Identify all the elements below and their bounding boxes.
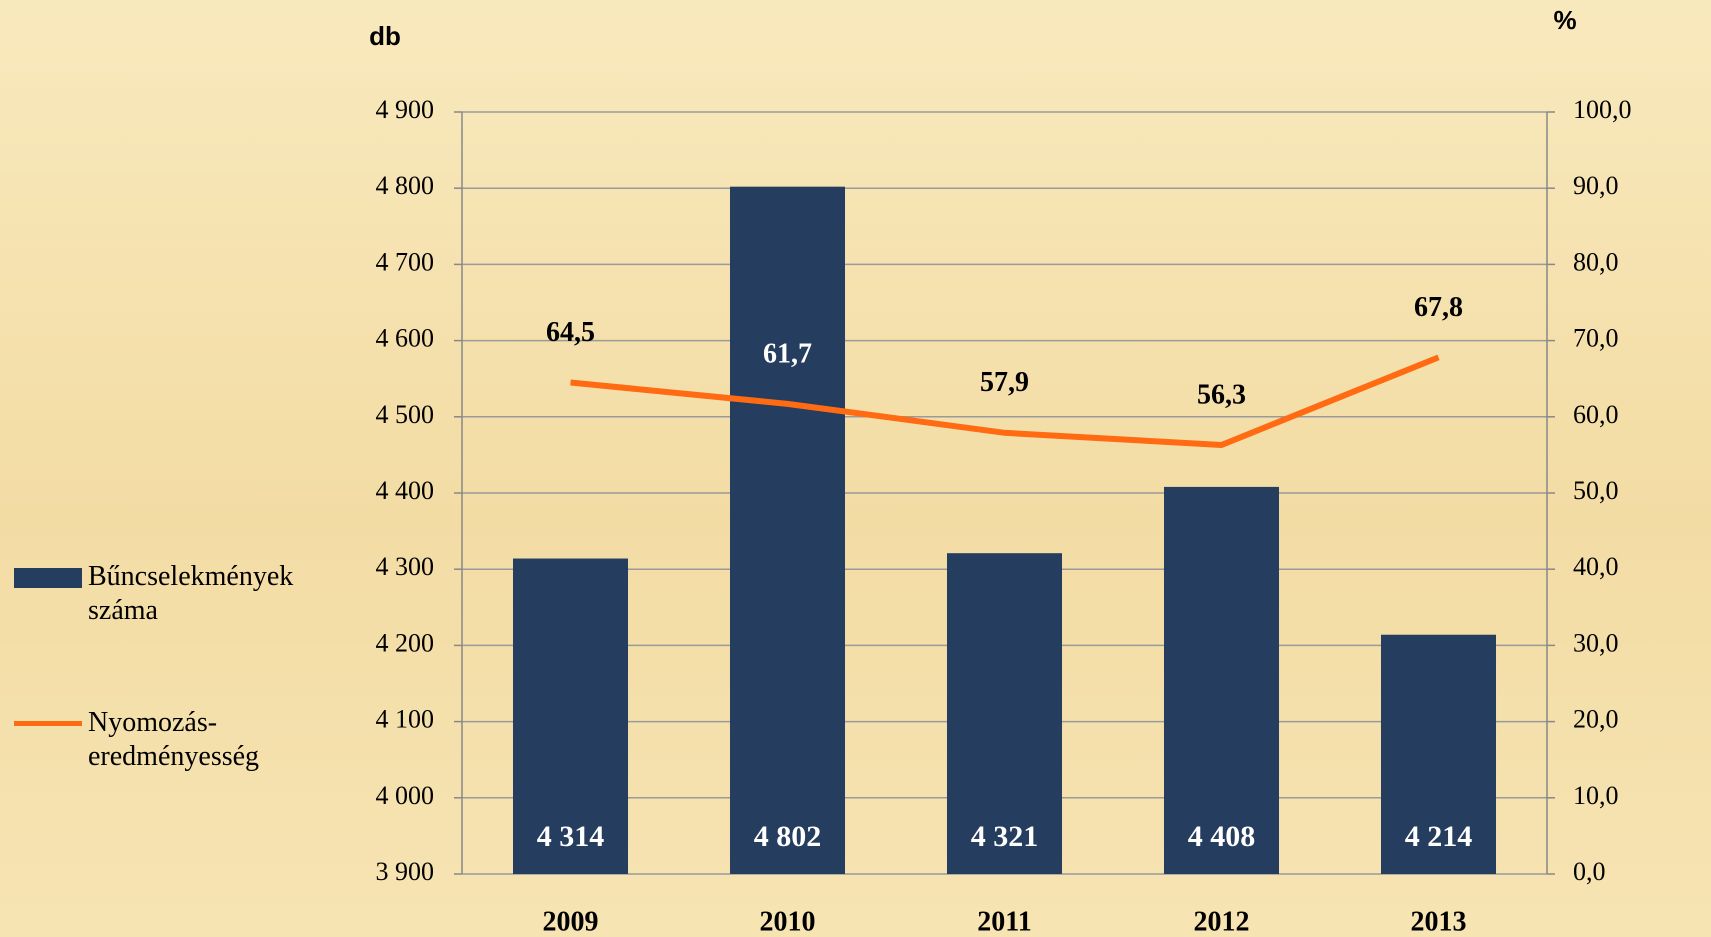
y2-tick-label: 40,0 [1573, 552, 1619, 581]
line [570, 354, 1440, 448]
bar [946, 553, 1063, 874]
line-value-label: 61,7 [763, 338, 812, 369]
y-tick-label: 4 000 [376, 781, 435, 810]
bar [1380, 634, 1497, 874]
y-tick-label: 4 500 [376, 400, 435, 429]
y2-tick-label: 70,0 [1573, 324, 1619, 353]
legend-label: Bűncselekmények száma [88, 561, 294, 626]
x-tick-label: 2011 [977, 906, 1031, 937]
y2-tick-label: 10,0 [1573, 781, 1619, 810]
y-axis-title: db [369, 21, 401, 51]
y-tick-label: 4 100 [376, 705, 435, 734]
y2-tick-label: 30,0 [1573, 628, 1619, 657]
bar-value-label: 4 214 [1405, 820, 1473, 853]
legend-swatch [14, 721, 82, 726]
y2-tick-label: 60,0 [1573, 400, 1619, 429]
y2-tick-label: 0,0 [1573, 857, 1606, 886]
y2-tick-label: 90,0 [1573, 171, 1619, 200]
y2-tick-label: 80,0 [1573, 247, 1619, 276]
x-tick-label: 2013 [1411, 906, 1467, 937]
bar-value-label: 4 314 [537, 820, 605, 853]
y-tick-label: 4 600 [376, 324, 435, 353]
line-value-label: 56,3 [1197, 379, 1246, 410]
x-tick-label: 2010 [760, 906, 816, 937]
x-tick-label: 2009 [543, 906, 599, 937]
y-tick-label: 4 700 [376, 247, 435, 276]
line-value-label: 67,8 [1414, 292, 1463, 323]
y2-tick-label: 50,0 [1573, 476, 1619, 505]
bar [512, 558, 629, 874]
legend-item: Bűncselekmények száma [14, 560, 338, 628]
y2-tick-label: 100,0 [1573, 95, 1632, 124]
bar-value-label: 4 802 [754, 820, 822, 853]
bar [729, 186, 846, 874]
legend-item: Nyomozás-eredményesség [14, 706, 338, 774]
y-tick-label: 4 900 [376, 95, 435, 124]
line-value-label: 57,9 [980, 367, 1029, 398]
legend-swatch [14, 568, 82, 588]
y-tick-label: 4 400 [376, 476, 435, 505]
y-tick-label: 4 200 [376, 628, 435, 657]
legend-label: Nyomozás-eredményesség [88, 707, 260, 772]
bar [1163, 486, 1280, 874]
line-value-label: 64,5 [546, 317, 595, 348]
bar-value-label: 4 408 [1188, 820, 1256, 853]
y2-axis-title: % [1553, 5, 1576, 35]
y2-tick-label: 20,0 [1573, 705, 1619, 734]
y-tick-label: 4 300 [376, 552, 435, 581]
bar-value-label: 4 321 [971, 820, 1039, 853]
y-tick-label: 3 900 [376, 857, 435, 886]
y-tick-label: 4 800 [376, 171, 435, 200]
x-tick-label: 2012 [1194, 906, 1250, 937]
